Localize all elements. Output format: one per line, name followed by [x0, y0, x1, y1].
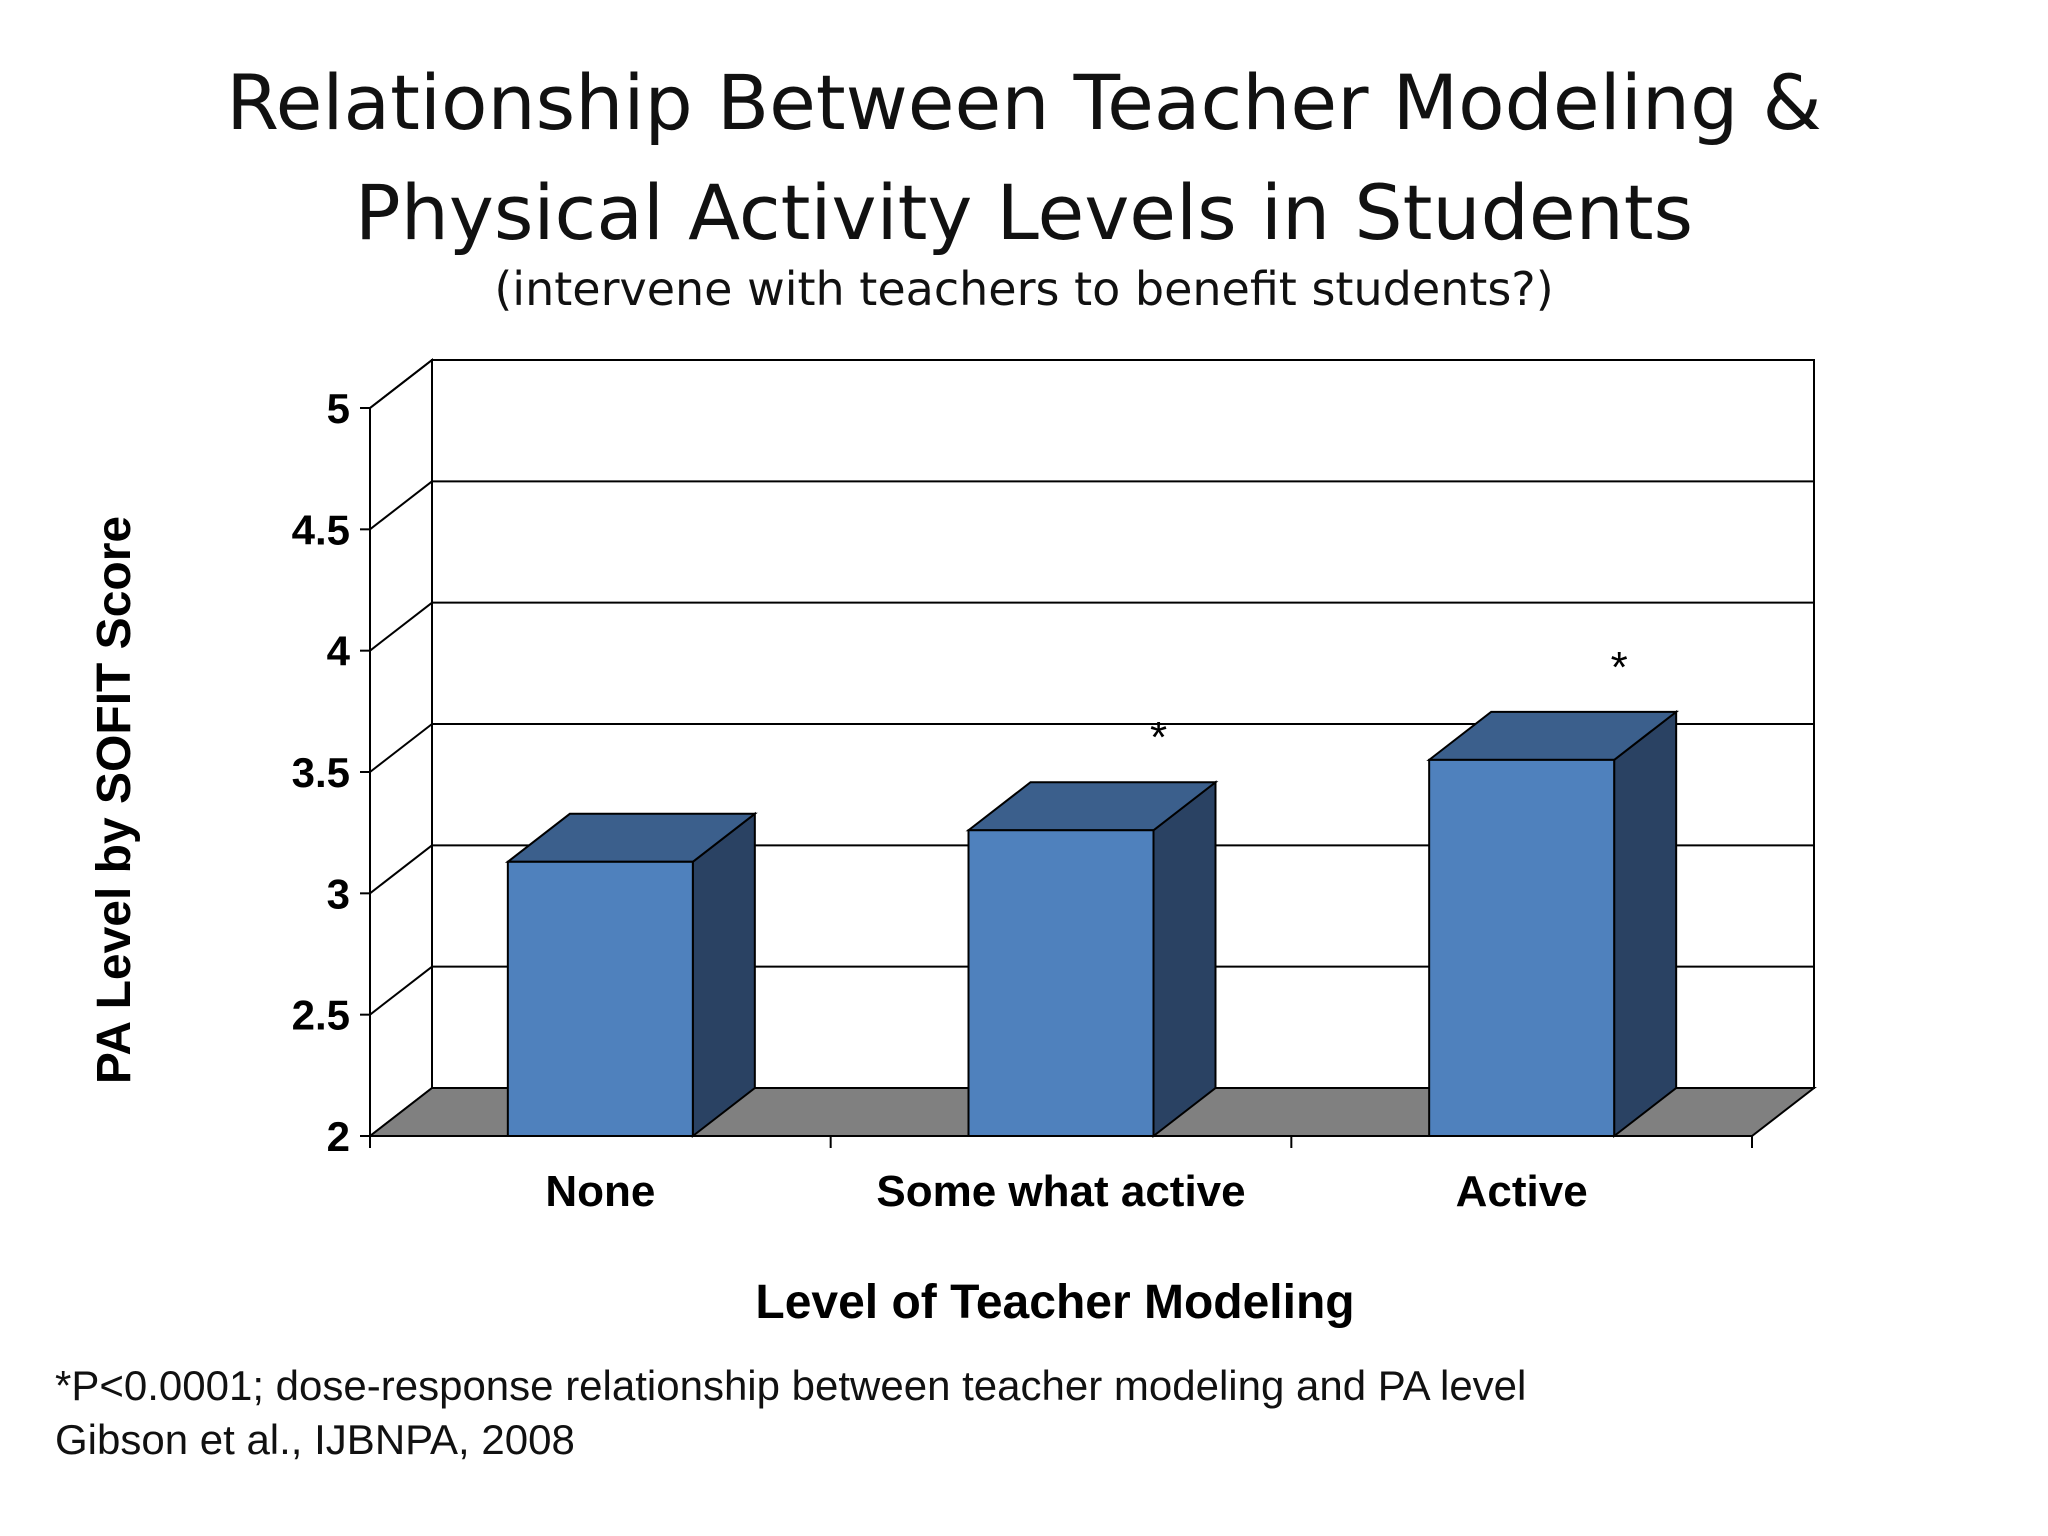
y-tick-label: 3 — [327, 870, 350, 917]
significance-asterisk: * — [1150, 713, 1167, 762]
y-tick-label: 2.5 — [292, 992, 350, 1039]
bar-none — [506, 860, 694, 1138]
gridline-side — [369, 359, 433, 409]
chart-subtitle: (intervene with teachers to benefit stud… — [494, 262, 1554, 316]
y-tick-label: 3.5 — [292, 749, 350, 796]
bar-side — [1613, 709, 1678, 1139]
y-tick-label: 5 — [327, 385, 350, 432]
x-tick-label: Some what active — [876, 1167, 1245, 1216]
chart-title: Relationship Between Teacher Modeling & … — [0, 48, 2048, 268]
footnote-citation: Gibson et al., IJBNPA, 2008 — [55, 1416, 575, 1463]
y-tick-label: 4 — [327, 628, 351, 675]
bar-side — [1152, 780, 1217, 1139]
gridline-side — [369, 601, 433, 652]
gridline-side — [369, 723, 433, 773]
gridline-side — [369, 965, 433, 1016]
footnote-significance: *P<0.0001; dose-response relationship be… — [55, 1362, 1527, 1409]
y-tick-label: 2 — [327, 1113, 350, 1160]
x-tick-label: None — [545, 1167, 655, 1216]
title-line-2: Physical Activity Levels in Students — [354, 168, 1694, 257]
bar-some-what-active — [967, 829, 1155, 1137]
y-axis-title: PA Level by SOFIT Score — [88, 516, 141, 1084]
title-line-1: Relationship Between Teacher Modeling & — [226, 58, 1822, 147]
x-axis-title: Level of Teacher Modeling — [755, 1276, 1354, 1329]
gridline-side — [369, 844, 433, 895]
significance-asterisk: * — [1611, 643, 1628, 692]
bar-active — [1428, 758, 1616, 1137]
bar-side — [691, 811, 756, 1139]
y-tick-label: 4.5 — [292, 506, 350, 553]
gridline-side — [369, 480, 433, 531]
x-tick-label: Active — [1456, 1167, 1588, 1216]
